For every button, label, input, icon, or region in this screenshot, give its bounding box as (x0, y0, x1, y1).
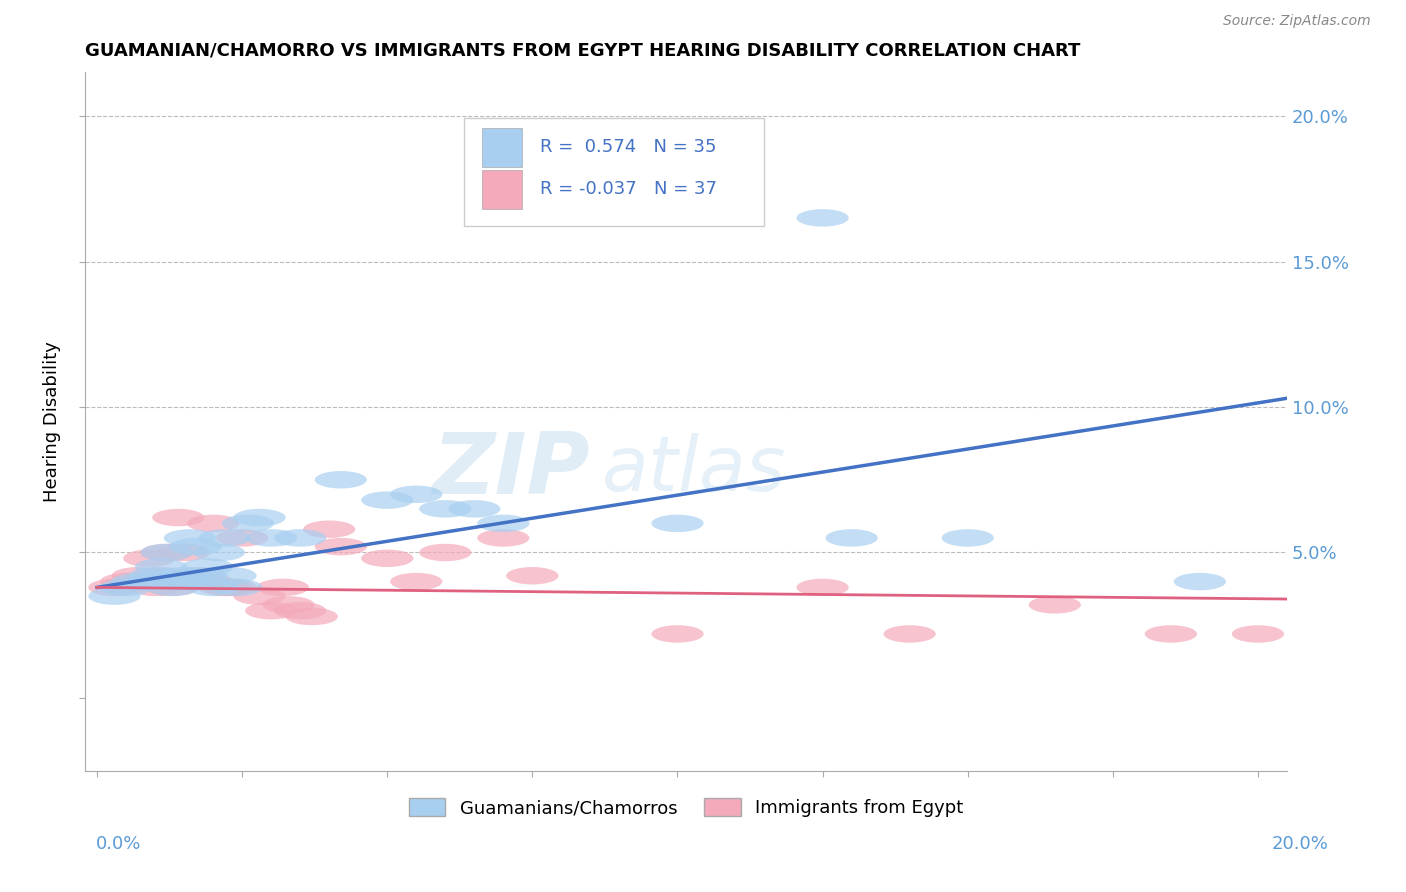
Ellipse shape (1144, 625, 1197, 642)
Ellipse shape (187, 579, 239, 596)
Ellipse shape (361, 491, 413, 508)
Ellipse shape (449, 500, 501, 517)
Ellipse shape (796, 579, 849, 596)
Ellipse shape (193, 544, 245, 561)
Ellipse shape (100, 579, 152, 596)
Ellipse shape (157, 567, 211, 584)
Ellipse shape (89, 579, 141, 596)
Ellipse shape (883, 625, 936, 642)
Ellipse shape (204, 579, 257, 596)
Y-axis label: Hearing Disability: Hearing Disability (44, 341, 60, 502)
Ellipse shape (129, 579, 181, 596)
Ellipse shape (204, 567, 257, 584)
FancyBboxPatch shape (482, 170, 522, 209)
FancyBboxPatch shape (482, 128, 522, 167)
Ellipse shape (124, 573, 176, 591)
Legend: Guamanians/Chamorros, Immigrants from Egypt: Guamanians/Chamorros, Immigrants from Eg… (402, 790, 970, 824)
FancyBboxPatch shape (464, 118, 765, 226)
Ellipse shape (477, 529, 530, 547)
Ellipse shape (157, 544, 211, 561)
Ellipse shape (176, 567, 228, 584)
Ellipse shape (304, 520, 356, 538)
Ellipse shape (274, 602, 326, 619)
Ellipse shape (163, 573, 217, 591)
Ellipse shape (170, 567, 222, 584)
Text: GUAMANIAN/CHAMORRO VS IMMIGRANTS FROM EGYPT HEARING DISABILITY CORRELATION CHART: GUAMANIAN/CHAMORRO VS IMMIGRANTS FROM EG… (86, 42, 1081, 60)
Ellipse shape (233, 588, 285, 605)
Text: 0.0%: 0.0% (96, 835, 141, 853)
Ellipse shape (274, 529, 326, 547)
Ellipse shape (389, 485, 443, 503)
Ellipse shape (651, 515, 703, 533)
Ellipse shape (181, 558, 233, 575)
Ellipse shape (198, 579, 250, 596)
Ellipse shape (389, 573, 443, 591)
Ellipse shape (187, 515, 239, 533)
Ellipse shape (1174, 573, 1226, 591)
Ellipse shape (419, 544, 471, 561)
Ellipse shape (146, 579, 198, 596)
Ellipse shape (1232, 625, 1284, 642)
Ellipse shape (141, 544, 193, 561)
Ellipse shape (361, 549, 413, 567)
Ellipse shape (135, 558, 187, 575)
Ellipse shape (152, 508, 204, 526)
Ellipse shape (477, 515, 530, 533)
Text: R = -0.037   N = 37: R = -0.037 N = 37 (540, 180, 717, 198)
Ellipse shape (263, 596, 315, 614)
Ellipse shape (181, 573, 233, 591)
Ellipse shape (419, 500, 471, 517)
Ellipse shape (163, 573, 217, 591)
Ellipse shape (111, 573, 163, 591)
Ellipse shape (825, 529, 877, 547)
Ellipse shape (141, 544, 193, 561)
Text: Source: ZipAtlas.com: Source: ZipAtlas.com (1223, 14, 1371, 28)
Ellipse shape (100, 573, 152, 591)
Ellipse shape (129, 567, 181, 584)
Ellipse shape (176, 573, 228, 591)
Ellipse shape (211, 579, 263, 596)
Ellipse shape (124, 549, 176, 567)
Text: atlas: atlas (602, 434, 786, 508)
Ellipse shape (217, 529, 269, 547)
Ellipse shape (198, 529, 250, 547)
Text: 20.0%: 20.0% (1272, 835, 1329, 853)
Ellipse shape (170, 538, 222, 556)
Ellipse shape (506, 567, 558, 584)
Ellipse shape (651, 625, 703, 642)
Ellipse shape (152, 573, 204, 591)
Ellipse shape (1029, 596, 1081, 614)
Text: R =  0.574   N = 35: R = 0.574 N = 35 (540, 138, 716, 156)
Text: ZIP: ZIP (433, 429, 591, 512)
Ellipse shape (245, 602, 297, 619)
Ellipse shape (285, 607, 337, 625)
Ellipse shape (89, 588, 141, 605)
Ellipse shape (315, 538, 367, 556)
Ellipse shape (942, 529, 994, 547)
Ellipse shape (257, 579, 309, 596)
Ellipse shape (146, 579, 198, 596)
Ellipse shape (163, 529, 217, 547)
Ellipse shape (233, 508, 285, 526)
Ellipse shape (222, 515, 274, 533)
Ellipse shape (111, 567, 163, 584)
Ellipse shape (315, 471, 367, 489)
Ellipse shape (135, 567, 187, 584)
Ellipse shape (796, 209, 849, 227)
Ellipse shape (245, 529, 297, 547)
